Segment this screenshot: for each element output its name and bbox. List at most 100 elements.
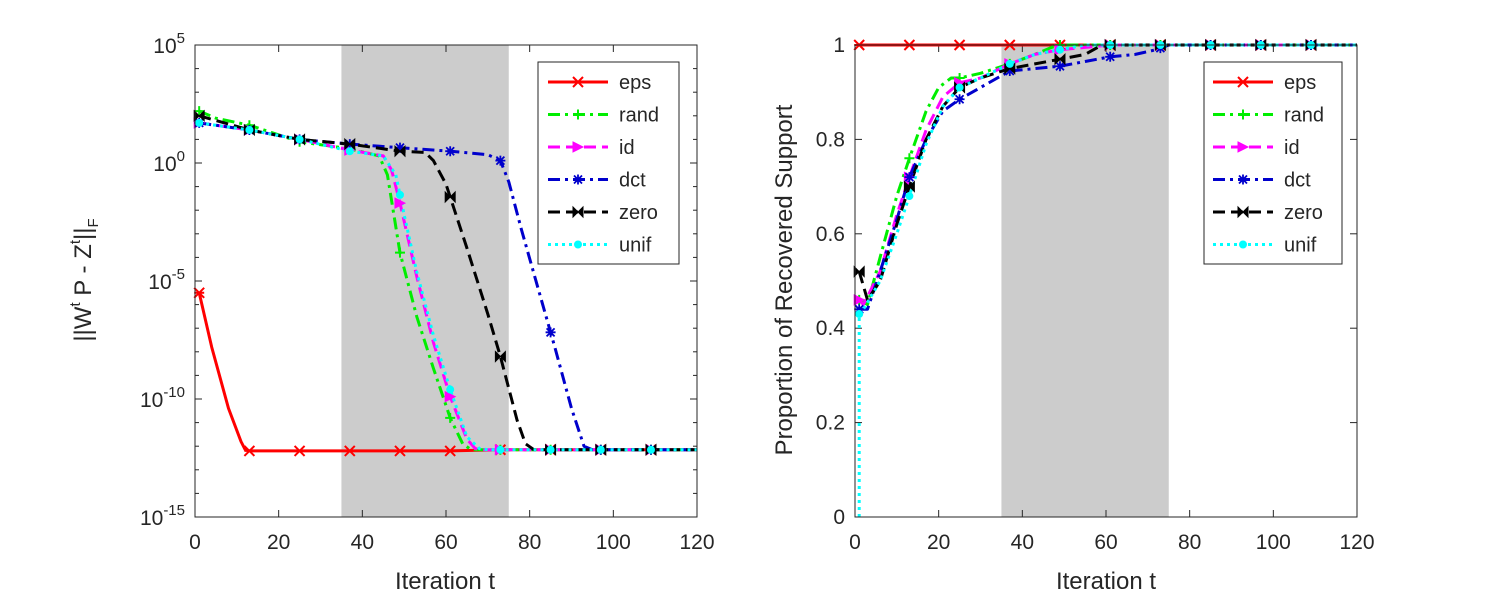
- right-y-tick-label: 1: [833, 34, 845, 57]
- left-y-axis-label: ||Wt P - Zt||F: [67, 218, 102, 341]
- right-legend-label: unif: [1284, 235, 1317, 257]
- left-y-tick-base: 10: [153, 35, 176, 58]
- left-y-tick-exp: -5: [172, 266, 185, 283]
- right-x-tick-label: 40: [1011, 531, 1034, 554]
- left-legend-label: rand: [619, 105, 659, 127]
- right-legend-marker-eps: [1237, 76, 1249, 88]
- left-marker-eps: [243, 445, 256, 457]
- left-marker-dct: [545, 327, 556, 338]
- left-legend-marker-id: [572, 141, 585, 153]
- left-series-line-zero: [198, 114, 697, 452]
- right-legend-marker-zero: [1237, 205, 1249, 219]
- left-y-tick-base: 10: [148, 271, 171, 294]
- left-marker-rand: [445, 412, 456, 423]
- right-marker-zero: [903, 180, 915, 193]
- right-shaded-rect: [1001, 45, 1169, 517]
- left-legend-label: id: [619, 137, 635, 159]
- left-series-line-id: [198, 121, 697, 452]
- right-x-tick-label: 120: [1339, 531, 1374, 554]
- left-marker-dct: [495, 155, 506, 166]
- left-legend-marker-zero: [572, 205, 584, 219]
- right-marker-rand: [904, 153, 915, 164]
- left-x-tick-label: 60: [434, 531, 457, 554]
- left-marker-unif: [245, 125, 254, 134]
- left-x-tick-label: 0: [189, 531, 201, 554]
- right-marker-zero: [853, 265, 865, 278]
- right-legend-label: id: [1284, 137, 1300, 159]
- left-legend-marker-dct: [573, 174, 583, 185]
- left-y-tick-label: 10-5: [148, 266, 185, 294]
- left-y-tick-base: 10: [140, 507, 163, 530]
- right-legend-box: [1203, 61, 1343, 265]
- left-axes-ticks: [194, 44, 698, 518]
- right-x-tick-label: 80: [1178, 531, 1201, 554]
- right-series-line-unif: [857, 43, 1357, 517]
- left-marker-dct: [445, 146, 456, 157]
- right-x-tick-label: 100: [1256, 531, 1291, 554]
- left-marker-rand: [394, 247, 405, 258]
- left-y-tick-exp: -10: [163, 384, 185, 401]
- right-marker-id: [853, 294, 866, 306]
- right-marker-unif: [1055, 45, 1064, 54]
- left-marker-eps: [394, 445, 406, 457]
- right-legend-marker-id: [1237, 141, 1250, 153]
- left-marker-unif: [395, 190, 404, 199]
- left-y-tick-label: 100: [153, 148, 185, 176]
- right-y-tick-label: 0.8: [816, 128, 845, 151]
- left-y-tick-exp: -15: [163, 502, 185, 519]
- left-marker-rand: [194, 106, 205, 117]
- left-marker-eps: [293, 445, 306, 457]
- right-x-axis-label: Iteration t: [1056, 568, 1156, 595]
- left-marker-eps: [344, 445, 356, 457]
- left-marker-unif: [195, 118, 204, 127]
- left-marker-unif: [646, 445, 655, 454]
- left-marker-zero: [193, 109, 205, 123]
- left-legend-box: [537, 61, 680, 265]
- left-y-tick-exp: 5: [177, 30, 185, 47]
- left-marker-eps: [193, 287, 205, 299]
- left-y-tick-base: 10: [140, 389, 163, 412]
- right-marker-dct: [854, 304, 865, 315]
- left-x-tick-labels: 0 20 40 60 80 100 120: [189, 531, 714, 554]
- left-marker-zero: [494, 350, 506, 363]
- left-x-axis-label: Iteration t: [395, 568, 495, 595]
- left-marker-dct: [394, 142, 405, 153]
- left-marker-unif: [345, 147, 354, 156]
- right-legend-label: dct: [1284, 170, 1311, 192]
- right-marker-unif: [905, 192, 914, 201]
- right-marker-unif: [1005, 59, 1014, 68]
- left-marker-eps: [444, 445, 456, 457]
- right-marker-dct: [1105, 51, 1116, 62]
- left-legend-marker-rand: [573, 109, 583, 120]
- left-legend: eps rand id dct zero unif: [537, 61, 680, 265]
- left-x-tick-label: 40: [351, 531, 374, 554]
- right-shaded-region: [1001, 45, 1169, 517]
- right-y-tick-label: 0: [833, 506, 845, 529]
- left-legend-label: dct: [619, 170, 646, 192]
- right-legend-label: eps: [1284, 72, 1316, 94]
- right-legend: eps rand id dct zero unif: [1203, 61, 1343, 265]
- right-legend-marker-rand: [1238, 109, 1248, 120]
- left-marker-unif: [596, 445, 605, 454]
- left-shaded-region: [341, 45, 509, 517]
- right-y-tick-label: 0.4: [816, 317, 846, 340]
- right-x-tick-labels: 0 20 40 60 80 100 120: [849, 531, 1374, 554]
- left-marker-unif: [496, 445, 505, 454]
- left-series-lines: [193, 106, 697, 457]
- left-legend-marker-unif: [574, 240, 582, 249]
- right-y-tick-label: 0.6: [816, 223, 845, 246]
- left-legend-label: zero: [619, 202, 658, 224]
- left-y-tick-base: 10: [153, 153, 176, 176]
- left-marker-zero: [394, 144, 406, 158]
- right-series-line-dct: [859, 43, 1357, 311]
- right-legend-marker-unif: [1239, 240, 1247, 249]
- right-marker-unif: [955, 83, 964, 92]
- left-x-tick-label: 20: [267, 531, 290, 554]
- left-marker-unif: [546, 445, 555, 454]
- right-marker-dct: [954, 94, 965, 105]
- right-marker-zero: [1054, 52, 1066, 66]
- left-shaded-rect: [341, 45, 509, 517]
